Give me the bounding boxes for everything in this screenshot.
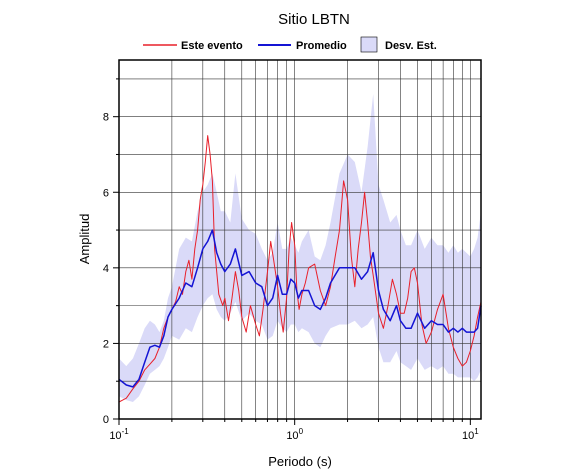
y-axis-label: Amplitud	[77, 214, 92, 265]
x-tick-label: 100	[286, 427, 303, 442]
y-tick-label: 4	[103, 263, 109, 275]
legend-std-swatch	[360, 36, 378, 53]
legend-mean-label: Promedio	[296, 40, 347, 52]
y-tick-label: 0	[103, 414, 109, 426]
chart-title: Sitio LBTN	[278, 11, 350, 28]
x-axis-label: Periodo (s)	[268, 454, 332, 469]
y-tick-label: 8	[103, 112, 109, 124]
tick-layer: 0 2 4 6 8 10-1 100 101	[103, 78, 479, 442]
legend: Este evento Promedio Desv. Est.	[143, 36, 437, 53]
plot-frame	[118, 59, 482, 420]
std-band-layer	[119, 94, 481, 402]
series-event-line	[118, 135, 482, 403]
x-tick-label: 101	[462, 427, 479, 442]
legend-event-label: Este evento	[181, 40, 243, 52]
y-tick-label: 2	[103, 338, 109, 350]
series-layer	[118, 135, 482, 403]
x-tick-label: 10-1	[109, 427, 129, 442]
legend-std-label: Desv. Est.	[385, 40, 437, 52]
series-mean-line	[118, 229, 482, 388]
std-band	[119, 94, 481, 402]
grid	[118, 60, 481, 419]
y-tick-label: 6	[103, 187, 109, 199]
